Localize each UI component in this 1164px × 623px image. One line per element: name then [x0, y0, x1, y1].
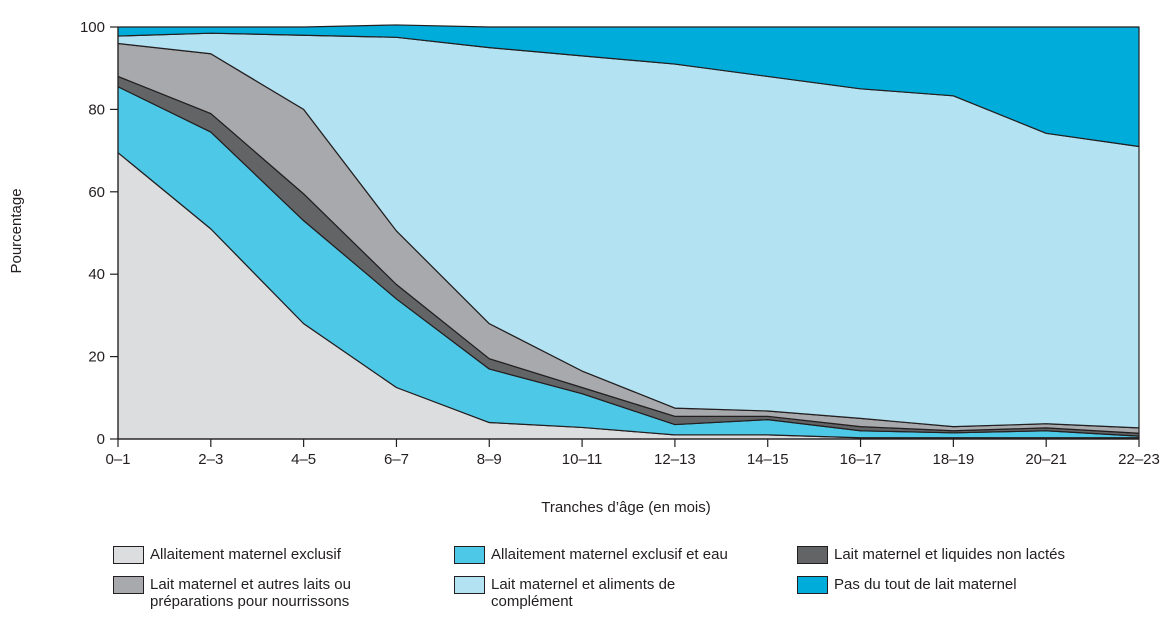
legend-label: Lait maternel et liquides non lactés	[834, 546, 1065, 563]
x-tick-label: 22–23	[1118, 451, 1160, 468]
x-tick-label: 0–1	[105, 451, 130, 468]
x-tick-label: 20–21	[1025, 451, 1067, 468]
x-tick-label: 14–15	[747, 451, 789, 468]
legend-label: Lait maternel et aliments de complément	[491, 576, 675, 610]
y-tick-label: 60	[88, 184, 105, 201]
legend-item: Lait maternel et liquides non lactés	[797, 546, 1065, 564]
legend-swatch	[797, 546, 828, 564]
x-tick-label: 16–17	[840, 451, 882, 468]
legend-label: Pas du tout de lait maternel	[834, 576, 1017, 593]
y-axis-title: Pourcentage	[8, 188, 25, 273]
legend-item: Lait maternel et aliments de complément	[454, 576, 675, 610]
x-tick-label: 10–11	[562, 451, 603, 468]
legend-label: Allaitement maternel exclusif et eau	[491, 546, 728, 563]
chart-areas	[118, 25, 1139, 439]
legend-label: Lait maternel et autres laits ou prépara…	[150, 576, 351, 610]
legend-item: Lait maternel et autres laits ou prépara…	[113, 576, 351, 610]
legend-swatch	[454, 546, 485, 564]
legend-swatch	[113, 546, 144, 564]
x-tick-label: 6–7	[384, 451, 409, 468]
legend-swatch	[454, 576, 485, 594]
y-tick-label: 40	[88, 266, 105, 283]
x-tick-label: 4–5	[291, 451, 316, 468]
y-tick-label: 20	[88, 349, 105, 366]
legend-item: Allaitement maternel exclusif	[113, 546, 341, 564]
x-axis-title: Tranches d’âge (en mois)	[541, 499, 711, 516]
x-tick-label: 12–13	[654, 451, 696, 468]
legend-label: Allaitement maternel exclusif	[150, 546, 341, 563]
legend-item: Pas du tout de lait maternel	[797, 576, 1017, 594]
y-tick-label: 100	[80, 19, 105, 36]
y-tick-label: 0	[97, 431, 105, 448]
x-tick-label: 2–3	[198, 451, 223, 468]
stacked-area-chart: 0 20 40 60 80 100 0–1 2–3 4–5 6–7 8–9 10–11 12–13 14–…	[0, 0, 1164, 545]
x-tick-label: 18–19	[933, 451, 975, 468]
legend-swatch	[113, 576, 144, 594]
legend-swatch	[797, 576, 828, 594]
y-tick-label: 80	[88, 101, 105, 118]
x-tick-label: 8–9	[477, 451, 502, 468]
legend-item: Allaitement maternel exclusif et eau	[454, 546, 728, 564]
